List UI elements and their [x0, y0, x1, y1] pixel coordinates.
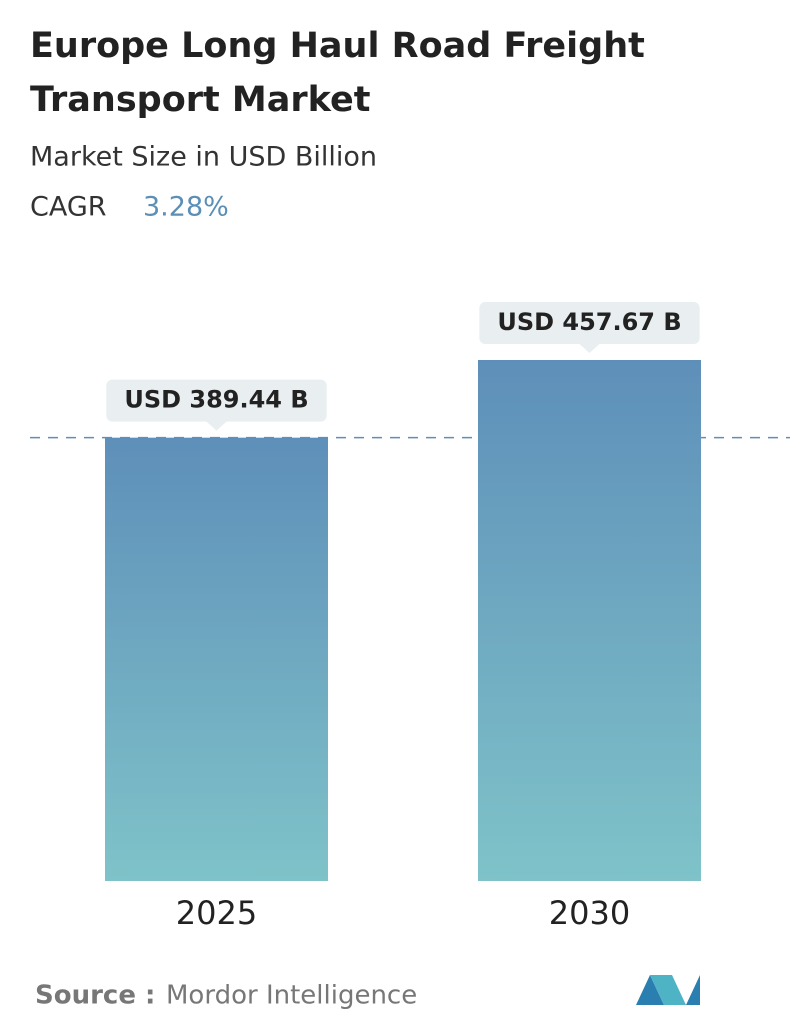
cagr-value: 3.28%: [143, 192, 229, 223]
source: Mordor Intelligence: [166, 981, 417, 1011]
value-label: USD 457.67 B: [497, 308, 681, 336]
bar: [105, 437, 328, 881]
logo: [636, 975, 700, 1005]
plot-area: USD 389.44 B 2025 USD 457.67 B 2030: [30, 302, 790, 932]
value-label-box: [106, 379, 327, 431]
x-tick-label: 2025: [176, 894, 257, 932]
chart-title: Transport Market: [30, 80, 370, 120]
chart-subtitle: Market Size in USD Billion: [30, 142, 377, 173]
x-tick-label: 2030: [549, 894, 630, 932]
source-label: Source :: [35, 981, 155, 1011]
cagr-label: CAGR: [30, 192, 107, 223]
value-label-box: [479, 302, 700, 353]
chart-title: Europe Long Haul Road Freight: [30, 26, 645, 66]
bar: [478, 360, 701, 881]
value-label: USD 389.44 B: [124, 386, 308, 414]
